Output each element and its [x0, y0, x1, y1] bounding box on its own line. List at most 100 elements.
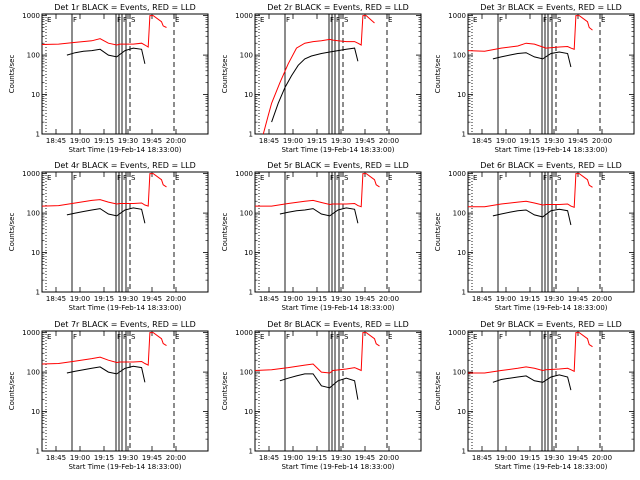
x-tick-label: 20:00 [379, 454, 399, 462]
y-tick-label: 10 [31, 408, 40, 416]
x-tick-label: 19:00 [283, 137, 303, 145]
y-tick-label: 1000 [235, 329, 253, 337]
x-tick-label: 19:30 [118, 295, 138, 303]
y-axis-label: Counts/sec [8, 372, 16, 411]
marker-label: F [543, 16, 547, 24]
y-axis-label: Counts/sec [434, 372, 442, 411]
y-axis-label: Counts/sec [434, 55, 442, 94]
x-tick-label: 19:15 [520, 137, 540, 145]
y-tick-label: 1000 [22, 170, 40, 178]
x-tick-label: 19:30 [331, 295, 351, 303]
marker-label: S [131, 333, 136, 341]
x-axis-label: Start Time (19-Feb-14 18:33:00) [281, 463, 394, 471]
x-axis-label: Start Time (19-Feb-14 18:33:00) [68, 304, 181, 312]
marker-label: F [117, 16, 121, 24]
x-tick-label: 19:30 [544, 454, 564, 462]
x-tick-label: 19:15 [307, 137, 327, 145]
panel-title: Det 2r BLACK = Events, RED = LLD [267, 3, 409, 12]
x-tick-label: 20:00 [379, 295, 399, 303]
marker-label: E [175, 333, 179, 341]
x-tick-label: 19:00 [496, 137, 516, 145]
y-tick-label: 10 [244, 91, 253, 99]
plot-frame [254, 13, 422, 135]
x-axis-label: Start Time (19-Feb-14 18:33:00) [68, 463, 181, 471]
marker-label: E [473, 16, 477, 24]
x-tick-label: 19:30 [544, 295, 564, 303]
marker-label: E [260, 333, 264, 341]
y-axis-label: Counts/sec [8, 213, 16, 252]
panel-title: Det 1r BLACK = Events, RED = LLD [54, 3, 196, 12]
x-tick-label: 19:15 [94, 295, 114, 303]
marker-label: S [131, 174, 136, 182]
panel-title: Det 6r BLACK = Events, RED = LLD [480, 161, 622, 170]
x-tick-label: 20:00 [166, 454, 186, 462]
plot-frame [467, 330, 635, 452]
lld-series-line [468, 173, 593, 209]
lld-series-line [467, 15, 593, 52]
x-tick-label: 19:15 [94, 137, 114, 145]
lld-series-line [41, 15, 167, 48]
x-tick-label: 19:00 [70, 137, 90, 145]
lld-series-line [41, 332, 167, 366]
x-tick-label: 19:00 [70, 295, 90, 303]
x-tick-label: 19:15 [520, 295, 540, 303]
plot-frame [254, 171, 422, 293]
lld-series-line [468, 332, 593, 374]
y-tick-label: 1 [462, 448, 466, 456]
marker-label: E [473, 174, 477, 182]
detector-panel-3: Det 3r BLACK = Events, RED = LLD 1 10 100 10… [434, 3, 635, 154]
marker-label: F [286, 174, 290, 182]
y-tick-label: 1000 [235, 170, 253, 178]
y-tick-label: 1000 [22, 12, 40, 20]
x-tick-label: 19:45 [568, 295, 588, 303]
marker-label: F [499, 333, 503, 341]
y-tick-label: 1 [249, 448, 253, 456]
x-tick-label: 20:00 [592, 454, 612, 462]
marker-label: E [175, 16, 179, 24]
x-tick-label: 18:45 [472, 137, 492, 145]
marker-label: F [117, 333, 121, 341]
y-tick-label: 1 [36, 289, 40, 297]
detector-panel-4: Det 4r BLACK = Events, RED = LLD 1 10 100 10… [8, 161, 209, 312]
marker-label: F [117, 174, 121, 182]
y-tick-label: 1 [462, 289, 466, 297]
x-tick-label: 18:45 [259, 454, 279, 462]
marker-label: F [330, 333, 334, 341]
marker-label: F [73, 16, 77, 24]
x-tick-label: 18:45 [46, 454, 66, 462]
x-tick-label: 18:45 [472, 454, 492, 462]
marker-label: F [549, 174, 553, 182]
x-tick-label: 19:45 [142, 137, 162, 145]
x-tick-label: 19:45 [355, 137, 375, 145]
events-series-line [279, 373, 359, 400]
panel-title: Det 5r BLACK = Events, RED = LLD [267, 161, 409, 170]
y-tick-label: 100 [453, 210, 466, 218]
x-tick-label: 19:45 [355, 454, 375, 462]
marker-label: E [601, 174, 605, 182]
y-tick-label: 1 [249, 131, 253, 139]
panel-title: Det 8r BLACK = Events, RED = LLD [267, 320, 409, 329]
y-tick-label: 100 [27, 52, 40, 60]
x-tick-label: 19:15 [307, 454, 327, 462]
marker-label: F [336, 16, 340, 24]
marker-label: E [388, 333, 392, 341]
x-tick-label: 18:45 [46, 295, 66, 303]
plot-frame [467, 171, 635, 293]
marker-label: F [330, 16, 334, 24]
events-series-line [66, 47, 146, 64]
x-tick-label: 19:45 [355, 295, 375, 303]
x-axis-label: Start Time (19-Feb-14 18:33:00) [68, 146, 181, 154]
marker-label: F [286, 16, 290, 24]
marker-label: F [543, 333, 547, 341]
marker-label: F [549, 16, 553, 24]
x-tick-label: 19:30 [331, 454, 351, 462]
detector-panel-9: Det 9r BLACK = Events, RED = LLD 1 10 100 10… [434, 320, 635, 471]
x-tick-label: 18:45 [472, 295, 492, 303]
marker-label: S [344, 333, 349, 341]
marker-label: F [123, 174, 127, 182]
events-series-line [492, 374, 572, 391]
marker-label: S [131, 16, 136, 24]
x-tick-label: 19:00 [496, 295, 516, 303]
marker-label: E [473, 333, 477, 341]
x-tick-label: 19:00 [283, 454, 303, 462]
